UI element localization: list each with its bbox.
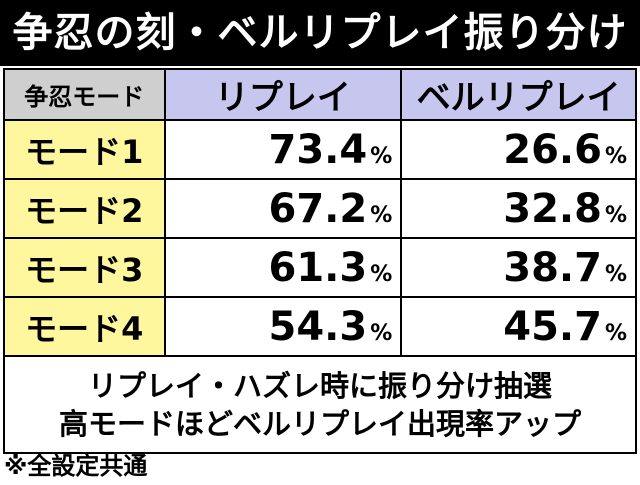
table-row: モード1 73.4% 26.6% — [3, 119, 637, 180]
replay-cell: 61.3% — [163, 237, 403, 298]
percent-sign: % — [604, 143, 627, 169]
percent-sign: % — [370, 202, 393, 228]
table-header-row: 争忍モード リプレイ ベルリプレイ — [3, 68, 637, 121]
replay-value: 61.3 — [268, 244, 368, 291]
replay-cell: 54.3% — [163, 296, 403, 357]
mode-cell: モード3 — [3, 237, 166, 298]
replay-cell: 67.2% — [163, 178, 403, 239]
percent-sign: % — [604, 320, 627, 346]
table-row: モード2 67.2% 32.8% — [3, 178, 637, 239]
percent-sign: % — [370, 143, 393, 169]
replay-value: 67.2 — [268, 185, 368, 232]
mode-cell: モード4 — [3, 296, 166, 357]
percent-sign: % — [370, 261, 393, 287]
mode-cell: モード1 — [3, 119, 166, 180]
footnote: ※全設定共通 — [4, 452, 148, 480]
note-line-1: リプレイ・ハズレ時に振り分け抽選 — [87, 368, 552, 403]
note-cell: リプレイ・ハズレ時に振り分け抽選 高モードほどベルリプレイ出現率アップ — [3, 355, 637, 454]
bell-replay-value: 38.7 — [503, 244, 602, 291]
header-replay: リプレイ — [163, 68, 403, 121]
header-bell-replay: ベルリプレイ — [400, 68, 637, 121]
mode-cell: モード2 — [3, 178, 166, 239]
distribution-table: 争忍モード リプレイ ベルリプレイ モード1 73.4% 26.6% モード2 … — [3, 68, 637, 454]
bell-replay-cell: 32.8% — [400, 178, 637, 239]
replay-value: 73.4 — [268, 126, 368, 173]
note-row: リプレイ・ハズレ時に振り分け抽選 高モードほどベルリプレイ出現率アップ — [3, 355, 637, 454]
bell-replay-cell: 45.7% — [400, 296, 637, 357]
replay-value: 54.3 — [268, 303, 368, 350]
page-title: 争忍の刻・ベルリプレイ振り分け — [0, 0, 640, 66]
bell-replay-value: 26.6 — [503, 126, 602, 173]
table-row: モード4 54.3% 45.7% — [3, 296, 637, 357]
replay-cell: 73.4% — [163, 119, 403, 180]
note-line-2: 高モードほどベルリプレイ出現率アップ — [58, 406, 581, 441]
percent-sign: % — [604, 202, 627, 228]
table-row: モード3 61.3% 38.7% — [3, 237, 637, 298]
percent-sign: % — [370, 320, 393, 346]
bell-replay-value: 45.7 — [503, 303, 602, 350]
bell-replay-cell: 26.6% — [400, 119, 637, 180]
bell-replay-value: 32.8 — [503, 185, 602, 232]
percent-sign: % — [604, 261, 627, 287]
bell-replay-cell: 38.7% — [400, 237, 637, 298]
header-mode: 争忍モード — [3, 68, 166, 121]
